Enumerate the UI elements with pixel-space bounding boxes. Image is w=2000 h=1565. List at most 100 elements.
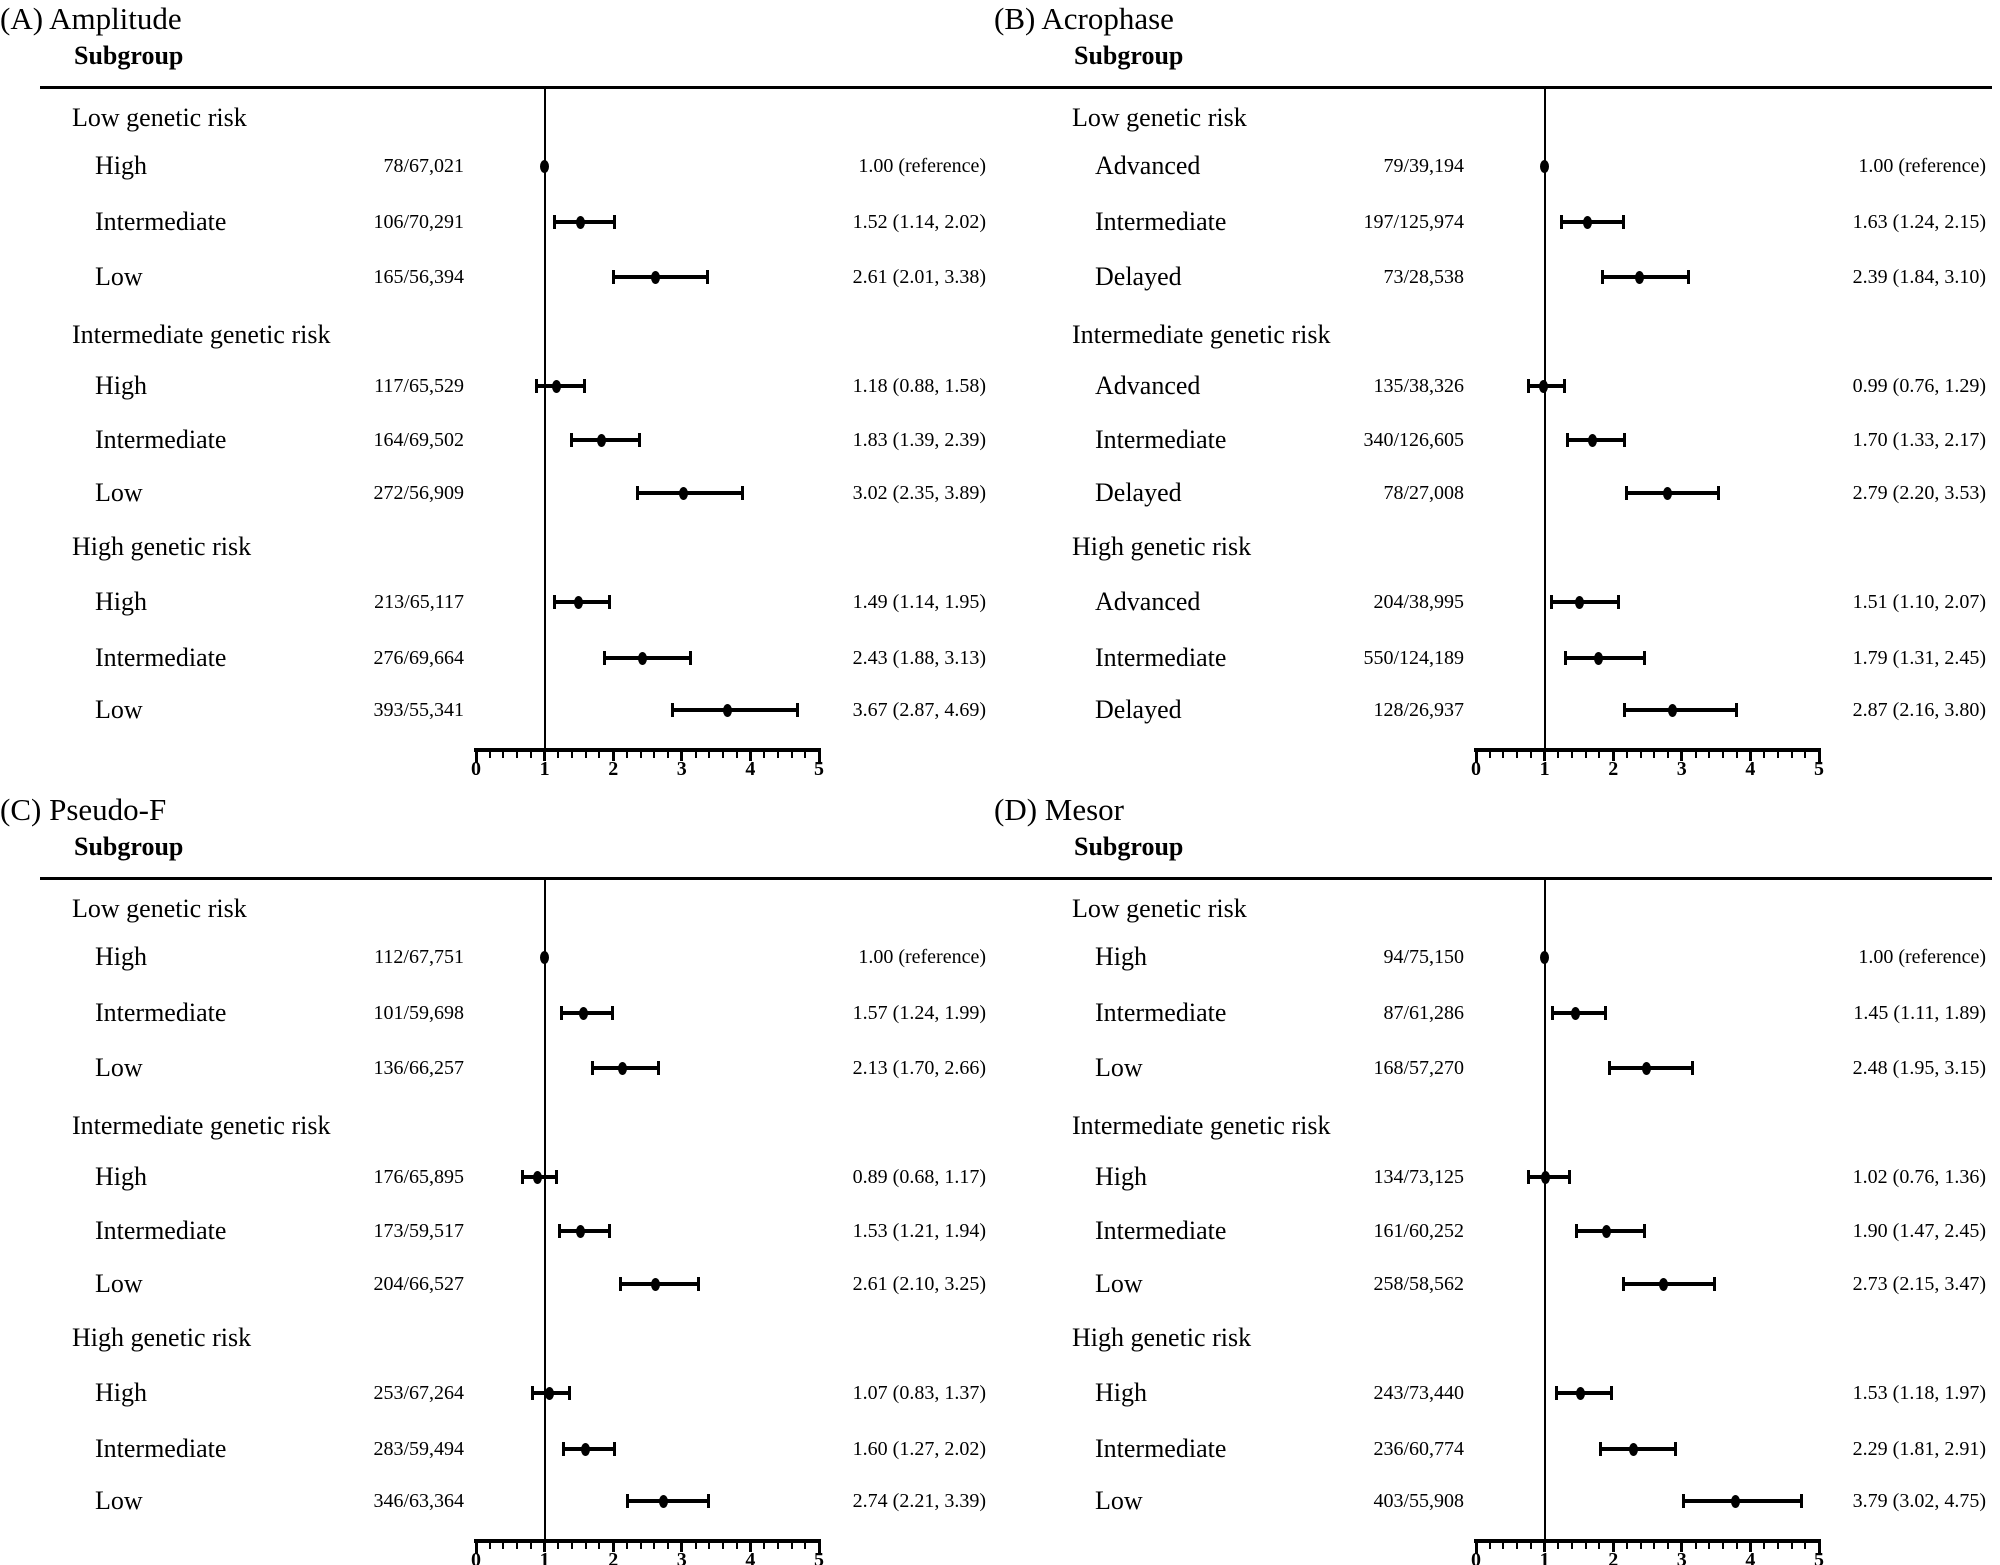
estimate-dot	[1662, 487, 1672, 500]
row-hr-ci: 1.79 (1.31, 2.45)	[1852, 647, 1986, 669]
ci-cap-left	[1550, 1006, 1554, 1020]
axis-minor-tick	[708, 752, 711, 758]
row-events-total: 101/59,698	[373, 1002, 464, 1024]
estimate-dot	[552, 380, 562, 393]
ci-cap-left	[1622, 703, 1626, 717]
axis-minor-tick	[584, 752, 587, 758]
ci-cap-left	[591, 1061, 595, 1075]
row-events-total: 276/69,664	[373, 647, 464, 669]
ci-cap-right	[1716, 486, 1720, 500]
row-label: Low	[1095, 1486, 1143, 1515]
ci-cap-left	[1565, 433, 1569, 447]
row-hr-ci: 2.13 (1.70, 2.66)	[852, 1057, 986, 1079]
row-hr-ci: 1.63 (1.24, 2.15)	[1852, 211, 1986, 233]
ci-line	[1623, 1282, 1715, 1286]
ci-cap-right	[1674, 1442, 1678, 1456]
x-axis-line	[1474, 748, 1821, 752]
row-hr-ci: 2.87 (2.16, 3.80)	[1852, 699, 1986, 721]
row-events-total: 403/55,908	[1373, 1490, 1464, 1512]
axis-minor-tick	[1721, 752, 1724, 758]
estimate-dot	[1731, 1495, 1741, 1508]
ci-cap-left	[531, 1386, 535, 1400]
axis-minor-tick	[790, 1543, 793, 1549]
ci-cap-right	[1735, 703, 1739, 717]
axis-minor-tick	[1708, 1543, 1711, 1549]
row-label: High	[1095, 942, 1147, 971]
axis-major-tick	[1680, 752, 1684, 761]
ci-cap-left	[1564, 651, 1568, 665]
ci-cap-left	[552, 215, 556, 229]
ci-cap-left	[1681, 1494, 1685, 1508]
axis-minor-tick	[1557, 752, 1560, 758]
ci-cap-right	[554, 1170, 558, 1184]
column-header: Subgroup	[74, 832, 184, 861]
axis-major-tick	[1474, 752, 1478, 763]
axis-tick-label: 1	[539, 1549, 550, 1565]
axis-minor-tick	[694, 752, 697, 758]
axis-tick-label: 0	[1471, 758, 1481, 780]
ci-cap-right	[1621, 215, 1625, 229]
axis-tick-label: 1	[539, 758, 550, 780]
row-label: Intermediate	[95, 643, 227, 672]
axis-major-tick	[1611, 1543, 1615, 1552]
ci-line	[1600, 1447, 1676, 1451]
ci-cap-right	[613, 215, 617, 229]
row-label: Low	[95, 262, 143, 291]
axis-minor-tick	[804, 1543, 807, 1549]
axis-minor-tick	[639, 1543, 642, 1549]
group-header: High genetic risk	[72, 1323, 252, 1352]
estimate-dot	[1601, 1225, 1611, 1238]
row-hr-ci: 2.79 (2.20, 3.53)	[1852, 482, 1986, 504]
axis-minor-tick	[1694, 752, 1697, 758]
axis-minor-tick	[1529, 752, 1532, 758]
axis-minor-tick	[1516, 752, 1519, 758]
header-rule	[1000, 877, 1992, 880]
row-label: Intermediate	[95, 207, 227, 236]
axis-minor-tick	[625, 752, 628, 758]
estimate-dot	[617, 1062, 627, 1075]
row-events-total: 393/55,341	[373, 699, 464, 721]
row-events-total: 243/73,440	[1373, 1382, 1464, 1404]
axis-minor-tick	[667, 1543, 670, 1549]
axis-minor-tick	[1571, 752, 1574, 758]
axis-minor-tick	[735, 1543, 738, 1549]
row-label: Intermediate	[95, 998, 227, 1027]
ci-cap-left	[626, 1494, 630, 1508]
axis-minor-tick	[667, 752, 670, 758]
axis-minor-tick	[625, 1543, 628, 1549]
axis-minor-tick	[1639, 1543, 1642, 1549]
estimate-dot	[1588, 434, 1598, 447]
row-hr-ci: 2.39 (1.84, 3.10)	[1852, 266, 1986, 288]
ci-cap-right	[689, 651, 693, 665]
row-label: High	[95, 1378, 147, 1407]
estimate-dot	[650, 1278, 660, 1291]
row-label: Low	[95, 478, 143, 507]
ci-cap-right	[608, 595, 612, 609]
column-header: Subgroup	[74, 41, 184, 70]
ci-cap-right	[1623, 433, 1627, 447]
axis-minor-tick	[488, 752, 491, 758]
row-events-total: 253/67,264	[373, 1382, 464, 1404]
axis-minor-tick	[653, 1543, 656, 1549]
ci-cap-right	[638, 433, 642, 447]
panel-a: (A) Amplitude Subgroup Low genetic risk Hig…	[0, 0, 1000, 786]
row-hr-ci: 1.00 (reference)	[1858, 946, 1986, 968]
row-label: Intermediate	[1095, 425, 1227, 454]
axis-minor-tick	[721, 1543, 724, 1549]
row-label: High	[95, 151, 147, 180]
row-label: Intermediate	[1095, 1216, 1227, 1245]
ci-cap-left	[603, 651, 607, 665]
row-events-total: 340/126,605	[1363, 429, 1464, 451]
axis-tick-label: 3	[1676, 1549, 1687, 1565]
estimate-dot	[638, 652, 648, 665]
axis-minor-tick	[1694, 1543, 1697, 1549]
group-header: Low genetic risk	[1072, 103, 1247, 132]
row-label: Intermediate	[1095, 207, 1227, 236]
row-events-total: 128/26,937	[1373, 699, 1464, 721]
estimate-dot	[576, 1225, 586, 1238]
axis-major-tick	[1543, 752, 1547, 761]
row-label: Intermediate	[95, 425, 227, 454]
row-events-total: 176/65,895	[373, 1166, 464, 1188]
estimate-dot	[1668, 704, 1678, 717]
axis-minor-tick	[1625, 1543, 1628, 1549]
